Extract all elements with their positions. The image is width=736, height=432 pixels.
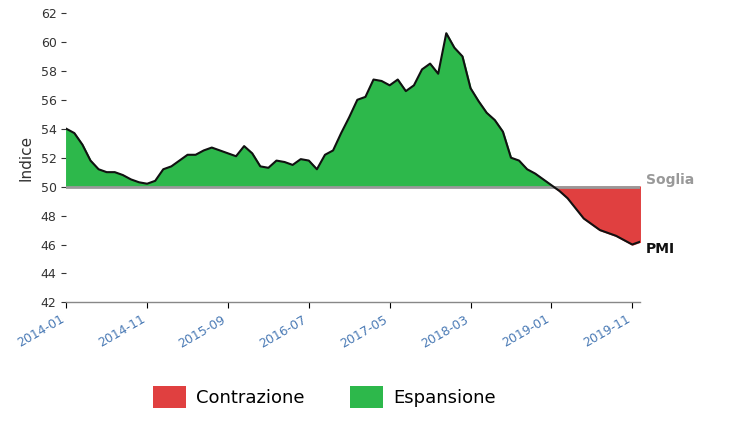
Legend: Contrazione, Espansione: Contrazione, Espansione: [146, 378, 503, 415]
Text: Soglia: Soglia: [646, 173, 694, 187]
Text: PMI: PMI: [646, 241, 675, 256]
Y-axis label: Indice: Indice: [18, 135, 34, 181]
